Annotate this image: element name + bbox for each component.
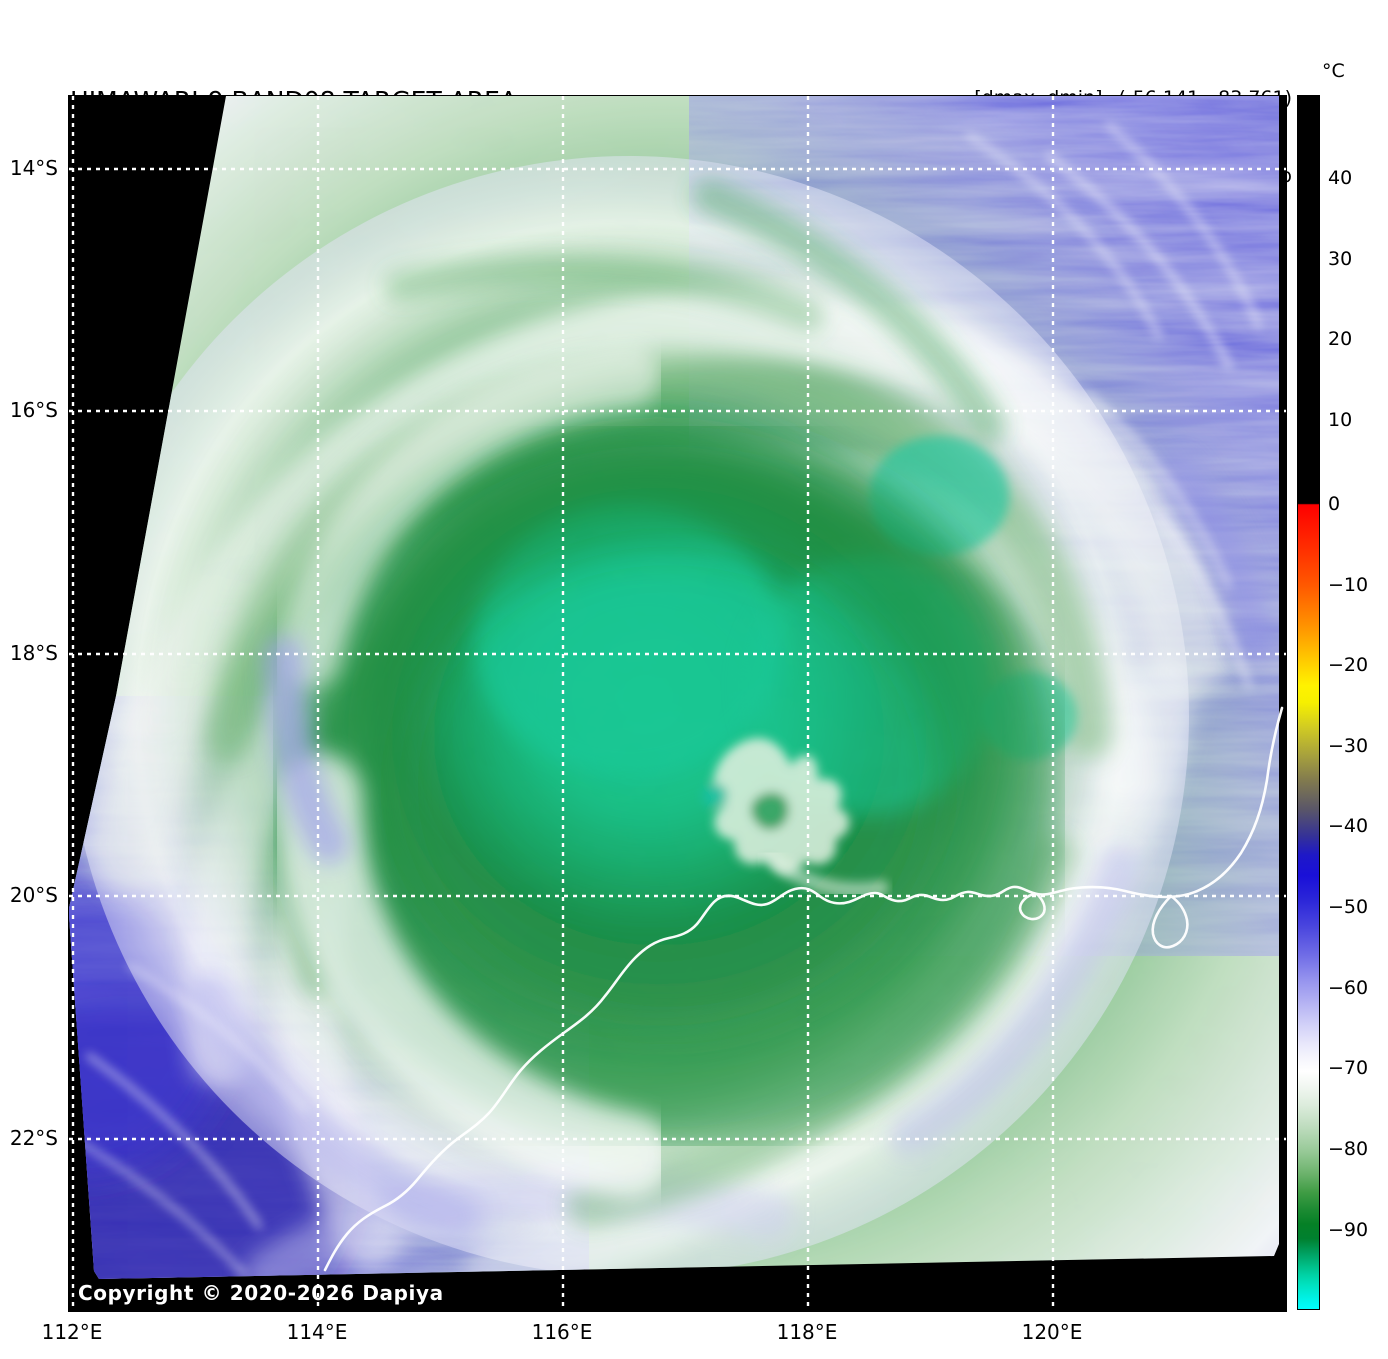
colorbar-tick-0: 0 <box>1328 493 1341 515</box>
lat-tick-18s: 18°S <box>9 641 58 665</box>
colorbar-tick-m30: −30 <box>1328 735 1369 757</box>
colorbar-tick-20: 20 <box>1328 328 1353 350</box>
copyright-notice: Copyright © 2020-2026 Dapiya <box>78 1281 444 1305</box>
coastline <box>323 706 1284 1272</box>
colorbar-unit-label: °C <box>1322 60 1345 82</box>
lon-tick-116e: 116°E <box>531 1320 593 1344</box>
colorbar-tick-m70: −70 <box>1328 1057 1369 1079</box>
lon-tick-120e: 120°E <box>1021 1320 1083 1344</box>
satellite-image-plot[interactable] <box>68 95 1287 1312</box>
colorbar-tick-m10: −10 <box>1328 574 1369 596</box>
temperature-colorbar[interactable] <box>1297 95 1320 1310</box>
colorbar-tick-m50: −50 <box>1328 896 1369 918</box>
lat-tick-14s: 14°S <box>9 156 58 180</box>
colorbar-tick-40: 40 <box>1328 167 1353 189</box>
colorbar-tick-m20: −20 <box>1328 654 1369 676</box>
lat-tick-20s: 20°S <box>9 883 58 907</box>
lat-tick-22s: 22°S <box>9 1126 58 1150</box>
satellite-imagery <box>69 96 1286 1311</box>
lon-tick-114e: 114°E <box>286 1320 348 1344</box>
colorbar-tick-m80: −80 <box>1328 1138 1369 1160</box>
colorbar-tick-30: 30 <box>1328 248 1353 270</box>
colorbar-tick-m90: −90 <box>1328 1219 1369 1241</box>
lon-tick-112e: 112°E <box>41 1320 103 1344</box>
lat-tick-16s: 16°S <box>9 398 58 422</box>
lon-tick-118e: 118°E <box>776 1320 838 1344</box>
colorbar-tick-m40: −40 <box>1328 815 1369 837</box>
colorbar-tick-m60: −60 <box>1328 977 1369 999</box>
colorbar-tick-10: 10 <box>1328 409 1353 431</box>
